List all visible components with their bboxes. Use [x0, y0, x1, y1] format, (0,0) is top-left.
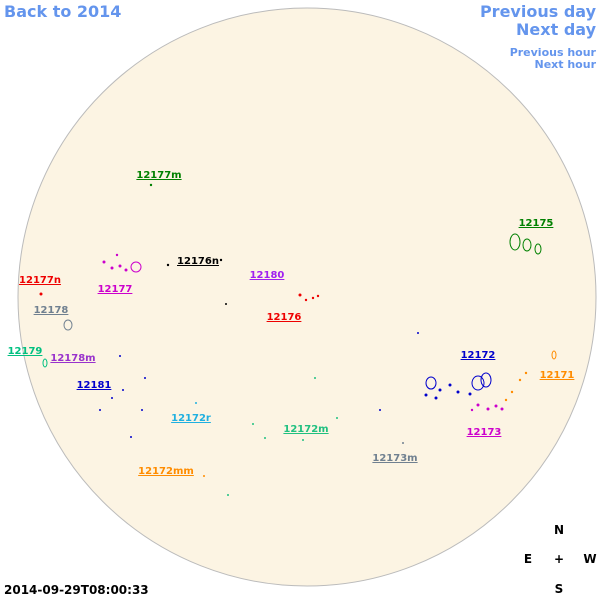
region-label[interactable]: 12176 [267, 312, 302, 323]
region-label[interactable]: 12172m [283, 424, 328, 435]
spot [500, 407, 504, 411]
spot [504, 398, 508, 402]
spot [141, 409, 143, 411]
compass-center: + [554, 552, 564, 566]
spot [522, 238, 532, 252]
spot [480, 372, 492, 388]
region-label[interactable]: 12178 [34, 305, 69, 316]
spot [115, 253, 119, 257]
spot [438, 388, 442, 392]
spot [425, 376, 437, 390]
spot [402, 442, 404, 444]
spot [316, 294, 320, 298]
spot [298, 293, 302, 297]
region-label[interactable]: 12177 [98, 284, 133, 295]
spot [486, 407, 490, 411]
spot [470, 408, 474, 412]
spot [102, 260, 106, 264]
spot [111, 397, 113, 399]
region-label[interactable]: 12177m [136, 170, 181, 181]
spot [149, 183, 153, 187]
spot [42, 358, 48, 368]
spot [471, 375, 485, 391]
spot [227, 494, 229, 496]
solar-disk [17, 7, 597, 587]
spot [122, 389, 124, 391]
spot [468, 392, 472, 396]
next-day-link[interactable]: Next day [516, 20, 597, 39]
region-label[interactable]: 12177n [19, 275, 61, 286]
spot [264, 437, 266, 439]
spot [434, 396, 438, 400]
region-label[interactable]: 12176n [177, 256, 219, 267]
region-label[interactable]: 12172mm [138, 466, 194, 477]
spot [130, 436, 132, 438]
spot [304, 298, 308, 302]
region-label[interactable]: 12172 [461, 350, 496, 361]
timestamp: 2014-09-29T08:00:33 [4, 583, 149, 597]
spot [456, 390, 460, 394]
spot [524, 371, 528, 375]
region-label[interactable]: 12171 [540, 370, 575, 381]
compass-east: E [524, 552, 532, 566]
spot [130, 261, 142, 273]
region-label[interactable]: 12172r [171, 413, 211, 424]
spot [302, 439, 304, 441]
spot [379, 409, 381, 411]
spot [314, 377, 316, 379]
spot [424, 393, 428, 397]
spot [166, 263, 170, 267]
spot [144, 377, 146, 379]
spot [99, 409, 101, 411]
compass: N E + W S [524, 523, 597, 596]
compass-south: S [555, 582, 564, 596]
spot [203, 475, 205, 477]
previous-day-link[interactable]: Previous day [480, 2, 597, 21]
region-label[interactable]: 12178m [50, 353, 95, 364]
compass-west: W [583, 552, 596, 566]
region-label[interactable]: 12181 [77, 380, 112, 391]
next-hour-link[interactable]: Next hour [535, 58, 597, 71]
region-labels: 12177m 12175 12176n 12180 12177n 12177 1… [8, 170, 575, 477]
compass-north: N [554, 523, 564, 537]
spot [518, 378, 522, 382]
region-label[interactable]: 12173m [372, 453, 417, 464]
spot [311, 296, 315, 300]
spot [124, 268, 128, 272]
region-label[interactable]: 12173 [467, 427, 502, 438]
back-link[interactable]: Back to 2014 [4, 2, 121, 21]
spot [119, 355, 121, 357]
spot [336, 417, 338, 419]
spot [534, 243, 542, 255]
spot [417, 332, 419, 334]
spot [448, 383, 452, 387]
region-label[interactable]: 12179 [8, 346, 43, 357]
previous-hour-link[interactable]: Previous hour [510, 46, 597, 59]
spot [110, 266, 114, 270]
region-label[interactable]: 12180 [250, 270, 285, 281]
spot [195, 402, 197, 404]
spot [551, 350, 557, 360]
spot [225, 303, 227, 305]
spot [118, 264, 122, 268]
spot [252, 423, 254, 425]
spot [509, 233, 521, 251]
spot [476, 403, 480, 407]
spot [494, 404, 498, 408]
spot [39, 292, 43, 296]
spot [219, 258, 223, 262]
spots [39, 183, 557, 496]
spot [63, 319, 73, 331]
spot [510, 390, 514, 394]
region-label[interactable]: 12175 [519, 218, 554, 229]
